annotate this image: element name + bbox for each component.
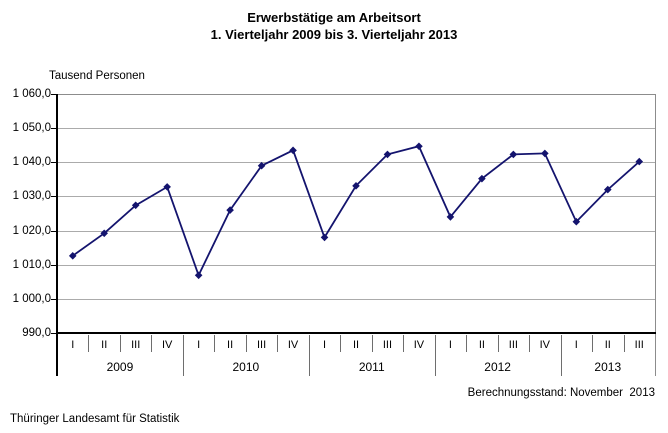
quarter-label: III <box>634 339 644 351</box>
y-axis-tick <box>51 298 57 300</box>
quarter-separator <box>403 335 405 352</box>
quarter-separator <box>371 335 373 352</box>
quarter-separator <box>245 335 247 352</box>
year-label: 2013 <box>594 360 622 374</box>
quarter-separator <box>151 335 153 352</box>
data-point-marker <box>194 271 203 280</box>
y-tick-label: 1 030,0 <box>12 190 51 203</box>
y-axis-line <box>56 94 58 376</box>
data-point-marker <box>289 146 297 155</box>
data-point-marker <box>100 229 109 238</box>
quarter-label: I <box>574 339 578 351</box>
chart-subtitle: 1. Vierteljahr 2009 bis 3. Vierteljahr 2… <box>210 27 458 42</box>
quarter-separator <box>592 335 594 352</box>
quarter-separator <box>340 335 342 352</box>
y-gridline <box>57 298 655 300</box>
quarter-label: II <box>352 339 360 351</box>
data-point-marker <box>415 142 423 151</box>
y-tick-label: 1 050,0 <box>12 122 51 135</box>
data-point-marker <box>478 174 486 183</box>
quarter-label: II <box>101 339 108 351</box>
y-tick-label: 1 000,0 <box>12 292 51 305</box>
y-axis-unit-label: Tausend Personen <box>49 70 145 82</box>
quarter-label: III <box>508 339 518 351</box>
y-gridline <box>57 162 655 164</box>
y-tick-label: 1 060,0 <box>12 88 51 100</box>
quarter-label: II <box>227 339 234 351</box>
data-point-marker <box>257 161 266 170</box>
quarter-label: II <box>478 339 485 351</box>
data-point-marker <box>320 233 329 242</box>
data-series-svg <box>68 142 644 280</box>
quarter-separator <box>529 335 531 352</box>
y-axis-tick <box>51 230 57 232</box>
y-axis-tick <box>51 264 57 266</box>
quarter-label: IV <box>161 339 173 351</box>
data-point-marker <box>603 185 612 194</box>
quarter-separator <box>277 335 279 352</box>
y-axis-tick <box>51 128 57 130</box>
y-gridline <box>57 230 655 232</box>
quarter-label: I <box>71 339 75 351</box>
year-label: 2012 <box>484 360 511 374</box>
quarter-separator <box>119 335 121 352</box>
calculation-status-note: Berechnungsstand: November 2013 <box>467 387 655 399</box>
quarter-separator <box>214 335 216 352</box>
y-gridline <box>57 196 655 198</box>
data-point-marker <box>383 150 392 159</box>
quarter-label: I <box>322 339 327 351</box>
quarter-label: III <box>131 339 141 351</box>
plot-border-right <box>655 94 656 376</box>
quarter-label: IV <box>287 339 299 351</box>
year-separator <box>434 335 436 376</box>
data-point-marker <box>572 217 581 226</box>
chart-title: Erwerbstätige am Arbeitsort <box>247 10 421 25</box>
source-label: Thüringer Landesamt für Statistik <box>10 413 180 425</box>
data-point-marker <box>541 149 549 158</box>
y-axis-tick <box>51 94 57 95</box>
x-axis-line <box>56 332 656 334</box>
quarter-separator <box>497 335 499 352</box>
quarter-label: III <box>382 339 393 351</box>
y-gridline <box>57 128 655 130</box>
quarter-separator <box>466 335 468 352</box>
data-point-marker <box>68 252 77 260</box>
year-separator <box>308 335 310 376</box>
y-axis-tick <box>51 162 57 164</box>
y-gridline <box>57 264 655 266</box>
y-axis-tick <box>51 196 57 198</box>
y-tick-label: 990,0 <box>22 327 51 339</box>
quarter-separator <box>623 335 625 352</box>
quarter-label: III <box>256 339 267 351</box>
quarter-label: IV <box>413 339 425 351</box>
quarter-label: I <box>197 339 201 351</box>
data-point-marker <box>163 183 171 191</box>
plot-border-top <box>57 94 655 95</box>
quarter-label: II <box>604 339 611 351</box>
y-tick-label: 1 020,0 <box>12 224 51 237</box>
year-separator <box>560 335 562 376</box>
series-line <box>72 145 640 278</box>
quarter-label: IV <box>539 339 551 351</box>
year-label: 2011 <box>358 360 385 374</box>
year-label: 2009 <box>106 360 134 374</box>
quarter-label: I <box>448 339 452 351</box>
y-axis-tick <box>51 333 57 334</box>
data-point-marker <box>509 150 518 159</box>
quarter-separator <box>88 335 90 352</box>
chart-title-block: Erwerbstätige am Arbeitsort 1. Viertelja… <box>0 9 668 43</box>
year-separator <box>182 335 184 376</box>
y-tick-label: 1 040,0 <box>12 156 51 169</box>
y-tick-label: 1 010,0 <box>12 258 51 271</box>
year-label: 2010 <box>232 360 260 374</box>
